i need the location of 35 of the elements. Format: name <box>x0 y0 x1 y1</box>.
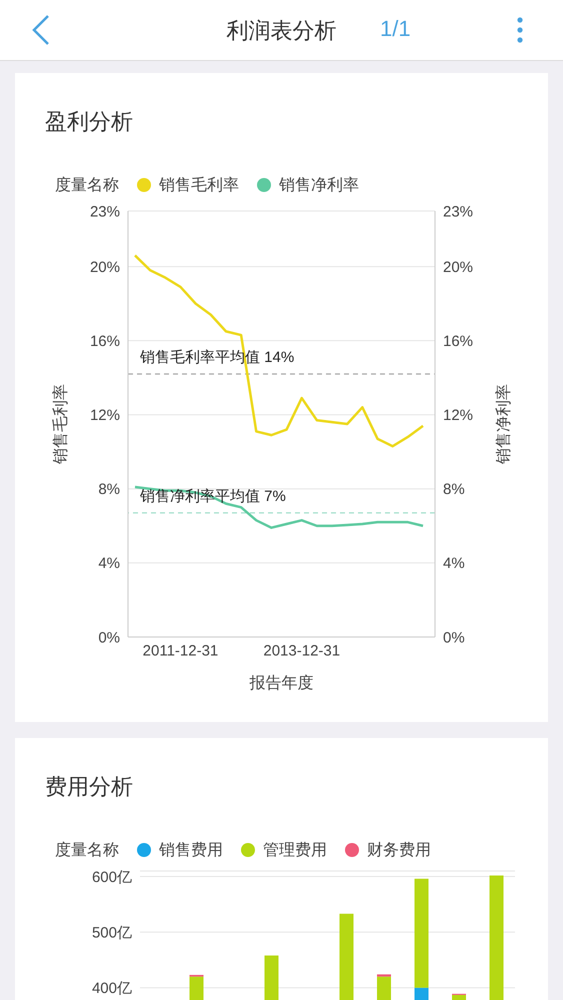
y-tick-label: 12% <box>90 407 120 424</box>
y-tick-label: 8% <box>98 481 120 498</box>
legend-title: 度量名称 <box>55 176 119 196</box>
y-tick-label: 20% <box>90 258 120 276</box>
chart-title: 盈利分析 <box>45 108 133 136</box>
y2-axis-title: 销售净利率 <box>494 384 513 465</box>
y2-tick-label: 0% <box>443 629 465 646</box>
line-series <box>134 254 424 448</box>
x-tick-label: 2013-12-31 <box>263 642 340 660</box>
legend-label: 销售费用 <box>158 840 223 860</box>
y2-tick-label: 20% <box>443 258 474 276</box>
line-series <box>134 486 424 529</box>
y-tick-label: 23% <box>90 203 120 220</box>
y-tick-label: 16% <box>90 332 120 350</box>
legend-label: 财务费用 <box>366 840 431 860</box>
y-tick-label: 600亿 <box>92 868 132 886</box>
x-axis-title: 报告年度 <box>248 674 314 692</box>
y2-tick-label: 16% <box>443 332 474 350</box>
y-tick-label: 500亿 <box>92 924 132 942</box>
y2-tick-label: 8% <box>443 481 465 498</box>
y2-tick-label: 12% <box>443 407 474 424</box>
chart-title: 费用分析 <box>45 773 133 801</box>
text: 利润表分析 <box>226 18 336 43</box>
legend-label: 销售净利率 <box>278 176 359 196</box>
y2-tick-label: 23% <box>443 203 474 220</box>
text: 1/1 <box>380 16 411 42</box>
y-tick-label: 4% <box>98 555 120 572</box>
x-tick-label: 2011-12-31 <box>142 642 218 660</box>
legend-label: 管理费用 <box>262 840 327 860</box>
y-axis-title: 销售毛利率 <box>52 384 70 465</box>
legend-title: 度量名称 <box>55 840 119 860</box>
y2-tick-label: 4% <box>443 555 465 572</box>
legend-label: 销售毛利率 <box>158 176 239 196</box>
y-tick-label: 0% <box>98 629 120 646</box>
y-tick-label: 400亿 <box>92 980 132 998</box>
